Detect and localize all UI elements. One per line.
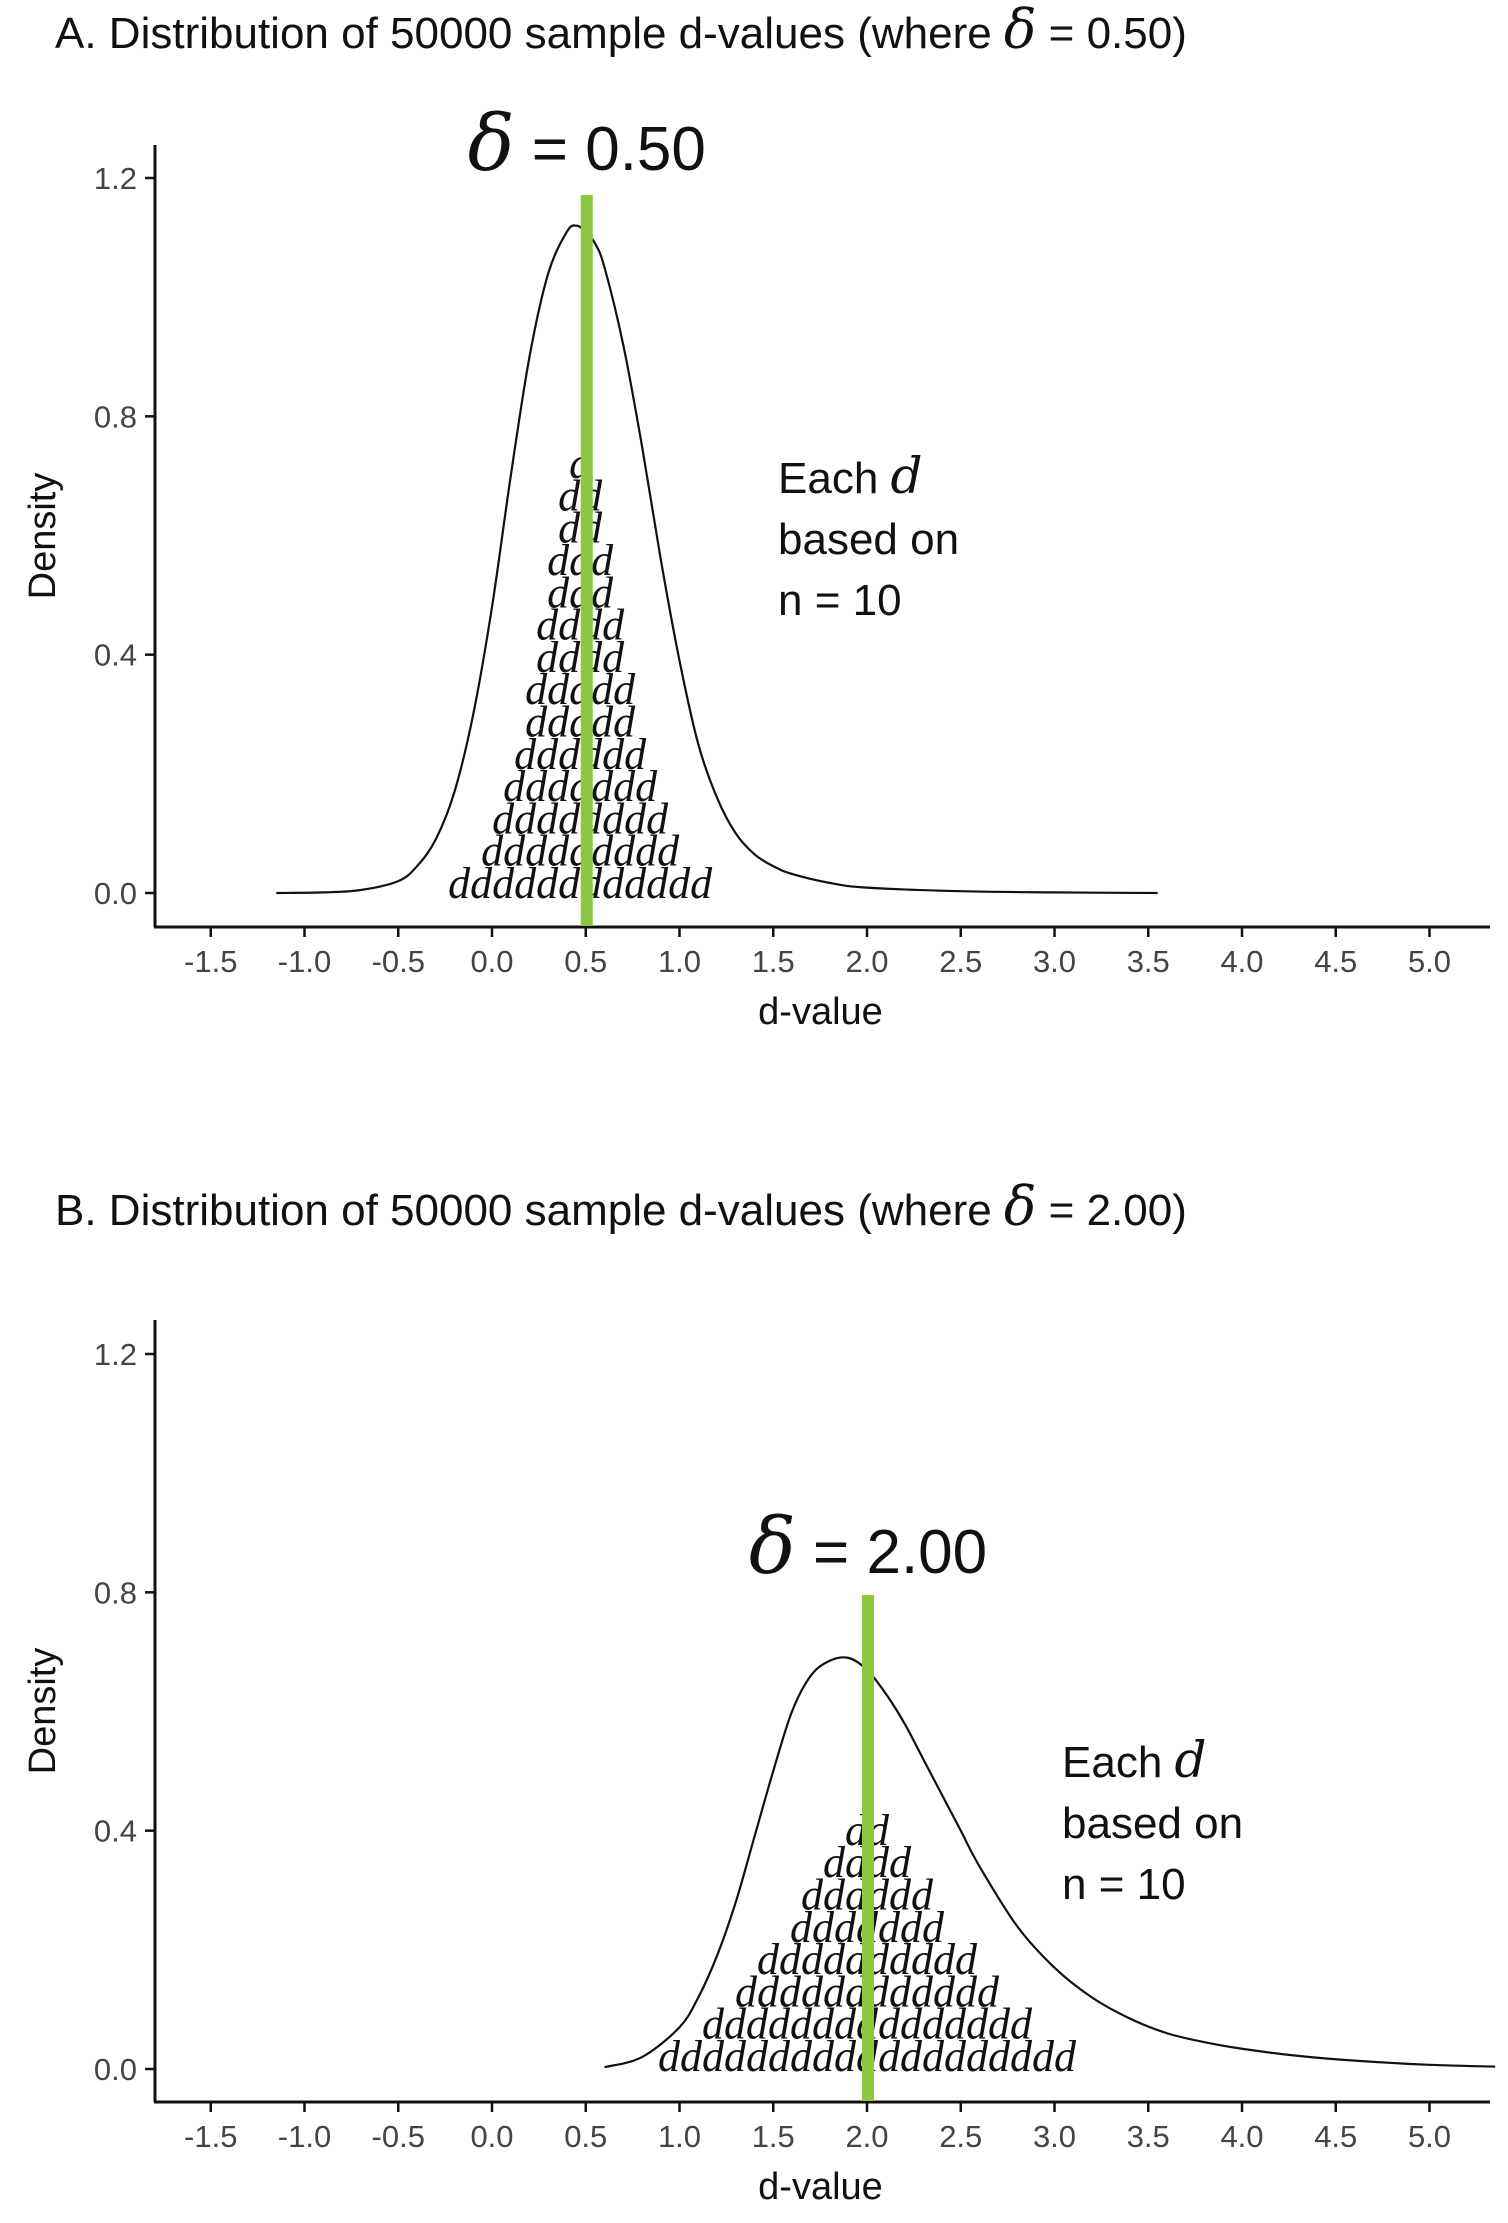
- d-row: ddddddddd: [481, 827, 680, 876]
- d-row: dd: [558, 471, 603, 520]
- annotation-line-3: n = 10: [1062, 1860, 1186, 1909]
- d-row: ddd: [547, 536, 614, 585]
- y-tick-label: 0.8: [94, 399, 137, 434]
- x-tick-label: 4.5: [1314, 2119, 1357, 2154]
- d-row: dddddd: [514, 730, 647, 779]
- x-tick-label: -1.0: [278, 2119, 331, 2154]
- y-tick-label: 1.2: [94, 161, 137, 196]
- d-row: dddddddd: [492, 794, 669, 843]
- x-axis-title: d-value: [758, 2166, 883, 2208]
- x-tick-label: 2.5: [939, 944, 982, 979]
- x-tick-label: -1.0: [278, 944, 331, 979]
- x-axis-title: d-value: [758, 991, 883, 1033]
- x-tick-label: 3.5: [1127, 2119, 1170, 2154]
- x-tick-label: 1.0: [658, 944, 701, 979]
- y-tick-label: 0.0: [94, 2052, 137, 2087]
- density-curve: [604, 1656, 1496, 2069]
- x-tick-label: 1.5: [752, 944, 795, 979]
- delta-label: δ = 2.00: [749, 1502, 987, 1592]
- x-tick-label: 3.5: [1127, 944, 1170, 979]
- y-tick-label: 0.4: [94, 1814, 137, 1849]
- x-tick-label: 2.5: [939, 2119, 982, 2154]
- x-tick-label: 5.0: [1408, 2119, 1451, 2154]
- y-tick-label: 0.4: [94, 638, 137, 673]
- x-tick-label: 2.0: [845, 944, 888, 979]
- annotation-line-2: based on: [778, 515, 959, 564]
- x-tick-label: 0.0: [470, 944, 513, 979]
- delta-label: δ = 0.50: [468, 99, 706, 189]
- annotation-line-1: Each d: [1062, 1731, 1207, 1789]
- x-tick-label: 3.0: [1033, 944, 1076, 979]
- panel-title: B. Distribution of 50000 sample d-values…: [55, 1175, 1187, 1238]
- d-row: ddddd: [525, 665, 636, 714]
- annotation-line-3: n = 10: [778, 576, 902, 625]
- x-tick-label: 4.5: [1314, 944, 1357, 979]
- y-tick-label: 1.2: [94, 1337, 137, 1372]
- annotation-line-2: based on: [1062, 1799, 1243, 1848]
- x-tick-label: 1.5: [752, 2119, 795, 2154]
- y-axis-title: Density: [22, 473, 64, 600]
- panel-title: A. Distribution of 50000 sample d-values…: [55, 0, 1187, 61]
- d-row: dddd: [536, 633, 625, 682]
- panel-b: B. Distribution of 50000 sample d-values…: [22, 1175, 1496, 2208]
- x-tick-label: -0.5: [372, 944, 425, 979]
- x-tick-label: -1.5: [184, 944, 237, 979]
- x-tick-label: 4.0: [1220, 2119, 1263, 2154]
- x-tick-label: -1.5: [184, 2119, 237, 2154]
- d-row: ddddddd: [503, 762, 658, 811]
- x-tick-label: 5.0: [1408, 944, 1451, 979]
- d-row: dddd: [536, 601, 625, 650]
- d-row: ddddd: [525, 698, 636, 747]
- y-axis-title: Density: [22, 1648, 64, 1775]
- x-tick-label: 0.0: [470, 2119, 513, 2154]
- d-rows: dddddddddddddddddddddddddddddddddddddddd…: [448, 439, 713, 908]
- x-tick-label: 4.0: [1220, 944, 1263, 979]
- x-tick-label: 3.0: [1033, 2119, 1076, 2154]
- y-tick-label: 0.8: [94, 1575, 137, 1610]
- annotation-line-1: Each d: [778, 447, 923, 505]
- d-row: ddd: [547, 568, 614, 617]
- x-tick-label: -0.5: [372, 2119, 425, 2154]
- x-tick-label: 2.0: [845, 2119, 888, 2154]
- y-tick-label: 0.0: [94, 876, 137, 911]
- x-tick-label: 0.5: [564, 2119, 607, 2154]
- d-row: dddddddddddd: [448, 859, 713, 908]
- x-tick-label: 0.5: [564, 944, 607, 979]
- panel-a: A. Distribution of 50000 sample d-values…: [22, 0, 1490, 1033]
- x-tick-label: 1.0: [658, 2119, 701, 2154]
- d-row: dd: [558, 504, 603, 553]
- density-curve: [276, 224, 1158, 895]
